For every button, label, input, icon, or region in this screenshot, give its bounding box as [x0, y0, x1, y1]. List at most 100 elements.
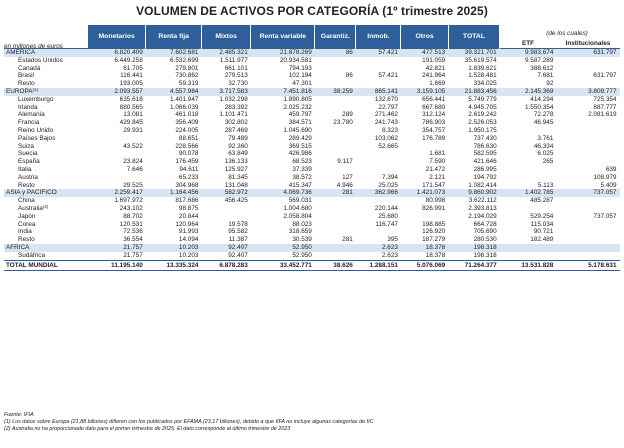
cell-value: 46.334 [500, 143, 557, 151]
row-label-text: Alemania [18, 111, 45, 119]
cell-text: 529.254 [530, 212, 554, 220]
cell-value: 20.844 [146, 213, 202, 221]
cell-text: 8.323 [381, 126, 398, 134]
cell-text: 92.360 [228, 142, 248, 150]
cell-text: 286.995 [473, 165, 497, 173]
cell-text: 635.618 [119, 95, 143, 103]
cell-value: 2.619.242 [448, 111, 499, 119]
cell-text: 38.259 [333, 87, 353, 95]
country-row: India 72.536 91.993 95.582 318.659 126.920 705… [4, 228, 620, 236]
row-label: Japón [4, 213, 88, 221]
cell-text: 415.347 [288, 181, 312, 189]
cell-value: 3.622.112 [448, 197, 499, 205]
cell-value: 1.890.805 [251, 96, 315, 104]
cell-value: 3.809.777 [556, 87, 620, 96]
cell-text: 3.809.777 [588, 87, 617, 95]
cell-value: 13.335.324 [145, 259, 202, 271]
cell-text: 193.005 [119, 80, 143, 88]
cell-value: 9.860.902 [448, 189, 500, 198]
cell-value: 10.203 [145, 243, 202, 252]
cell-value [356, 150, 401, 158]
cell-value: 2.121 [401, 174, 448, 182]
cell-value: 29.525 [88, 182, 146, 190]
cell-text: 65.233 [178, 173, 199, 181]
cell-text: 656.441 [422, 95, 446, 103]
cell-value: 3.159.105 [400, 87, 449, 96]
cell-text: 279.801 [175, 64, 199, 72]
cell-value: 1.164.456 [145, 189, 202, 198]
cell-value: 2.058.804 [251, 213, 315, 221]
cell-value: 29.931 [88, 127, 146, 135]
cell-text: 61.705 [123, 64, 143, 72]
row-label: Luxemburgo [4, 96, 88, 104]
cell-text: 271.462 [374, 111, 398, 119]
country-row: España 23.824 176.459 136.133 68.523 9.117 7.5… [4, 158, 620, 166]
cell-text: 3.761 [537, 134, 554, 142]
cell-value: 265 [500, 158, 557, 166]
units-label: en millones de euros [4, 43, 63, 50]
cell-value: 1.032.298 [201, 96, 250, 104]
cell-value: 4.945.705 [448, 104, 499, 112]
cell-value: 38.626 [314, 259, 356, 271]
row-label: Irlanda [4, 104, 88, 112]
cell-value: 52.950 [250, 243, 315, 252]
cell-value [556, 228, 619, 236]
cell-value: 79.489 [201, 135, 250, 143]
cell-value: 2.081.619 [556, 111, 619, 119]
cell-text: 283.392 [224, 103, 248, 111]
cell-value: 116.441 [88, 72, 146, 80]
cell-value: 92.360 [201, 143, 250, 151]
cell-text: 356.409 [175, 119, 199, 127]
cell-text: 2.121 [429, 173, 446, 181]
cell-text: 11.387 [228, 236, 248, 244]
country-row: Sudáfrica 21.757 10.203 92.407 52.950 2.623 18… [4, 252, 620, 260]
cell-text: 23.780 [333, 119, 353, 127]
cell-value: 90.078 [146, 150, 202, 158]
cell-value: 477.513 [400, 47, 449, 57]
cell-text: 461.018 [175, 111, 199, 119]
cell-value: 426.986 [251, 150, 315, 158]
cell-value: 59.319 [146, 80, 202, 88]
cell-value: 193.005 [88, 80, 146, 88]
cell-value: 631.797 [556, 47, 620, 57]
cell-text: 21.472 [425, 165, 446, 173]
cell-value: 318.659 [251, 228, 315, 236]
cell-value [556, 221, 619, 229]
cell-text: 1.528.481 [468, 72, 497, 80]
country-row: Estados Unidos 6.449.258 6.532.699 1.511.97… [4, 57, 620, 65]
cell-value: 280.530 [448, 236, 499, 244]
cell-text: 880.565 [119, 103, 143, 111]
cell-value: 37.339 [251, 166, 315, 174]
cell-text: 1.697.972 [114, 197, 143, 205]
cell-value: 2.526.053 [448, 119, 499, 127]
table-body: Monetarios Renta fija Mixtos Renta varia… [4, 25, 621, 271]
row-label-text: Japón [18, 212, 36, 220]
cell-value [556, 135, 619, 143]
cell-value: 880.565 [88, 104, 146, 112]
cell-value: 289.429 [251, 135, 315, 143]
cell-value: 1.045.690 [251, 127, 315, 135]
cell-text: 5.113 [537, 181, 554, 189]
cell-text: 241.743 [374, 119, 398, 127]
cell-text: 194.792 [473, 173, 497, 181]
cell-text: 1.288.151 [369, 261, 398, 269]
cell-text: 786.903 [422, 119, 446, 127]
cell-value [201, 213, 250, 221]
cell-value [556, 243, 620, 252]
cell-text: 191.059 [422, 56, 446, 64]
country-row: Países Bajos 88.651 79.489 289.429 103.062 17… [4, 135, 620, 143]
cell-value: 35.619.574 [448, 57, 499, 65]
cell-text: 2.081.619 [588, 111, 617, 119]
cell-value: 9.117 [315, 158, 356, 166]
cell-value: 224.005 [146, 127, 202, 135]
cell-value: 459.797 [251, 111, 315, 119]
cell-text: 88.702 [123, 212, 143, 220]
cell-value: 1.681 [401, 150, 448, 158]
cell-text: 21.883.456 [464, 87, 497, 95]
cell-value: 68.523 [251, 158, 315, 166]
cell-value [315, 96, 356, 104]
cell-text: 182.489 [530, 236, 554, 244]
cell-value: 582.595 [448, 150, 499, 158]
cell-value: 7.602.681 [145, 47, 202, 57]
cell-value: 220.144 [356, 205, 401, 213]
